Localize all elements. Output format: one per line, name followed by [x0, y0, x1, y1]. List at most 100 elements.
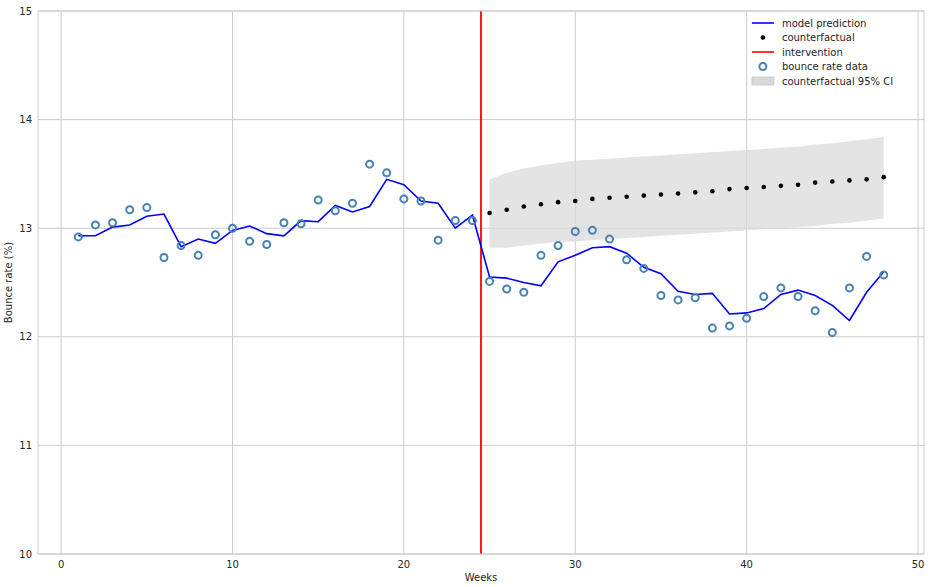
- legend-label: bounce rate data: [782, 61, 868, 72]
- point: [624, 194, 629, 199]
- point: [796, 182, 801, 187]
- point: [847, 178, 852, 183]
- point: [777, 284, 784, 291]
- point: [812, 307, 819, 314]
- point: [744, 186, 749, 191]
- point: [590, 197, 595, 202]
- legend-symbol: [761, 35, 766, 40]
- point: [212, 231, 219, 238]
- point: [383, 169, 390, 176]
- point: [709, 325, 716, 332]
- point: [642, 193, 647, 198]
- point: [829, 329, 836, 336]
- point: [675, 296, 682, 303]
- point: [743, 315, 750, 322]
- grid-line: [232, 11, 233, 554]
- point: [657, 292, 664, 299]
- point: [795, 293, 802, 300]
- point: [863, 253, 870, 260]
- point: [692, 294, 699, 301]
- point: [366, 161, 373, 168]
- point: [726, 322, 733, 329]
- point: [813, 180, 818, 185]
- point: [75, 233, 82, 240]
- y-axis-label: Bounce rate (%): [3, 242, 14, 323]
- point: [504, 207, 509, 212]
- point: [555, 242, 562, 249]
- x-tick-label: 50: [912, 559, 925, 570]
- point: [126, 206, 133, 213]
- grid-line: [61, 11, 62, 554]
- plot-marks: [75, 11, 887, 554]
- plot-frame: [38, 11, 924, 554]
- point: [418, 198, 425, 205]
- point: [178, 242, 185, 249]
- chart: 01020304050101112131415WeeksBounce rate …: [0, 0, 934, 587]
- x-tick-label: 0: [58, 559, 64, 570]
- line: [78, 179, 883, 320]
- point: [143, 204, 150, 211]
- legend: model prediction counterfactual interventi…: [752, 18, 893, 87]
- point: [452, 217, 459, 224]
- point: [315, 196, 322, 203]
- point: [298, 220, 305, 227]
- y-tick-label: 13: [19, 223, 32, 234]
- point: [607, 195, 612, 200]
- grid-line: [918, 11, 919, 554]
- point: [520, 289, 527, 296]
- grid-line: [403, 11, 404, 554]
- grid-line: [746, 11, 747, 554]
- point: [435, 237, 442, 244]
- point: [280, 219, 287, 226]
- point: [760, 293, 767, 300]
- point: [710, 189, 715, 194]
- point: [503, 286, 510, 293]
- x-tick-label: 30: [569, 559, 582, 570]
- point: [676, 191, 681, 196]
- point: [881, 175, 886, 180]
- point: [400, 195, 407, 202]
- point: [761, 185, 766, 190]
- y-tick-label: 14: [19, 114, 32, 125]
- vertical-line: [480, 11, 482, 554]
- point: [846, 284, 853, 291]
- point: [727, 187, 732, 192]
- point: [693, 190, 698, 195]
- x-tick-label: 20: [398, 559, 411, 570]
- x-tick-label: 10: [226, 559, 239, 570]
- y-tick-label: 15: [19, 6, 32, 17]
- point: [263, 241, 270, 248]
- point: [537, 252, 544, 259]
- point: [659, 192, 664, 197]
- legend-label: counterfactual 95% CI: [782, 76, 893, 87]
- point: [864, 177, 869, 182]
- point: [160, 254, 167, 261]
- legend-symbol: [752, 77, 774, 85]
- x-axis-label: Weeks: [465, 572, 498, 583]
- point: [522, 204, 527, 209]
- point: [195, 252, 202, 259]
- point: [349, 200, 356, 207]
- point: [572, 228, 579, 235]
- plot-area: [38, 11, 924, 554]
- point: [779, 184, 784, 189]
- point: [109, 219, 116, 226]
- point: [556, 200, 561, 205]
- legend-label: intervention: [782, 47, 843, 58]
- background: [0, 0, 934, 587]
- legend-label: model prediction: [782, 18, 867, 29]
- point: [589, 227, 596, 234]
- point: [332, 207, 339, 214]
- x-tick-label: 40: [740, 559, 753, 570]
- legend-symbol: [752, 22, 774, 24]
- y-tick-label: 10: [19, 549, 32, 560]
- point: [880, 271, 887, 278]
- y-tick-label: 12: [19, 331, 32, 342]
- point: [623, 256, 630, 263]
- point: [92, 221, 99, 228]
- confidence-band: [490, 137, 884, 248]
- point: [830, 179, 835, 184]
- legend-label: counterfactual: [782, 32, 855, 43]
- legend-symbol: [759, 63, 766, 70]
- grid-line: [575, 11, 576, 554]
